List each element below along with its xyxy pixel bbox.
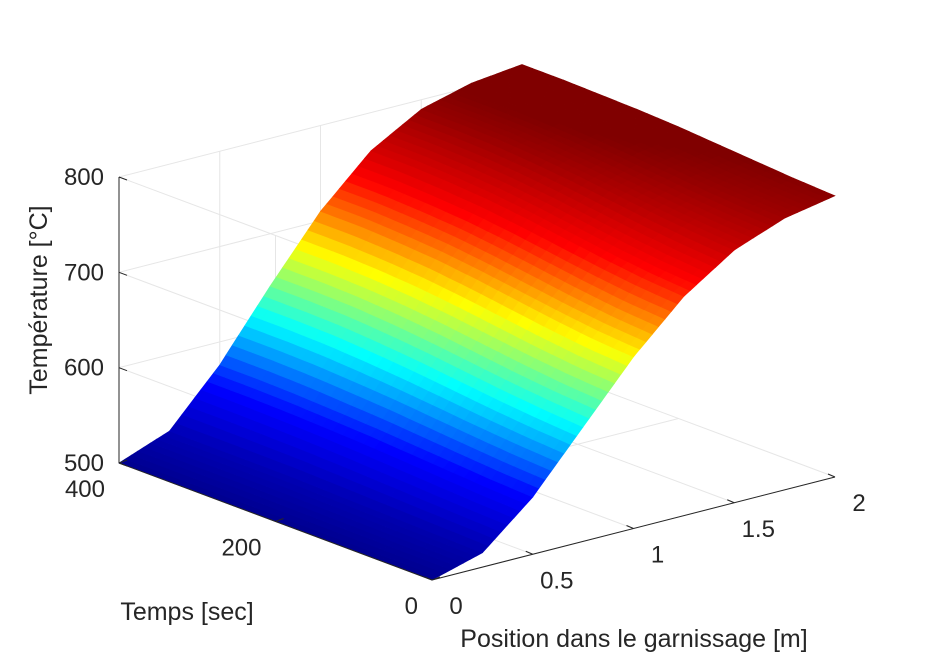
- temperature-surface: [118, 64, 836, 581]
- z-tick-label: 600: [64, 355, 104, 382]
- y-tick-labels: 0 200 400: [65, 459, 441, 620]
- x-axis-label: Position dans le garnissage [m]: [460, 625, 807, 653]
- x-tick-labels: 0 0.5 1 1.5 2: [424, 473, 866, 620]
- x-tick-label: 0.5: [540, 567, 573, 594]
- z-tick-label: 700: [64, 259, 104, 286]
- y-tick-mark: [275, 518, 284, 522]
- z-tick-mark: [118, 176, 128, 181]
- x-tick-mark: [424, 576, 433, 581]
- x-tick-label: 1.5: [742, 516, 775, 543]
- y-tick-label: 200: [221, 535, 261, 562]
- y-tick-mark: [431, 576, 441, 581]
- z-tick-mark: [118, 462, 128, 467]
- x-tick-label: 1: [651, 542, 664, 569]
- y-axis-label: Temps [sec]: [120, 598, 253, 626]
- x-tick-mark: [626, 525, 634, 529]
- y-tick-label: 0: [405, 593, 418, 620]
- z-tick-labels: 500 600 700 800: [64, 164, 128, 477]
- z-tick-mark: [118, 271, 128, 276]
- z-tick-label: 800: [64, 164, 104, 191]
- x-tick-label: 2: [852, 490, 865, 517]
- x-tick-mark: [525, 550, 533, 555]
- y-tick-mark: [118, 459, 128, 464]
- z-axis-label: Température [°C]: [25, 205, 53, 394]
- z-tick-label: 500: [64, 450, 104, 477]
- surface-patch: [514, 64, 534, 72]
- x-tick-label: 0: [449, 593, 462, 620]
- y-tick-label: 400: [65, 476, 105, 503]
- x-tick-mark: [827, 473, 836, 478]
- x-tick-mark: [727, 499, 735, 504]
- z-tick-mark: [118, 367, 128, 372]
